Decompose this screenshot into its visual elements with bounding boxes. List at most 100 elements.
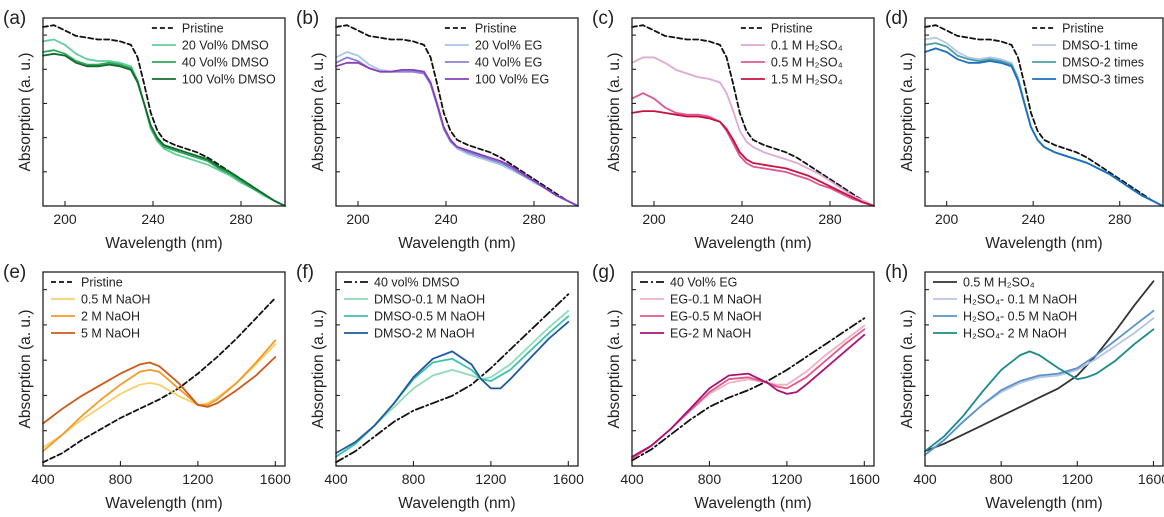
legend-label: 20 Vol% DMSO — [182, 39, 269, 53]
x-axis-title: Wavelength (nm) — [105, 235, 222, 252]
legend-label: DMSO-0.5 M NaOH — [374, 310, 485, 324]
x-tick-label: 1200 — [475, 471, 506, 487]
series-line-4 — [335, 320, 570, 455]
x-tick-label: 400 — [620, 471, 644, 487]
legend-label: 40 vol% DMSO — [374, 276, 460, 290]
panel-label: (d) — [885, 8, 908, 29]
x-axis-title: Wavelength (nm) — [398, 495, 515, 512]
legend-label: H₂SO₄- 0.1 M NaOH — [963, 293, 1077, 307]
panel-label: (e) — [3, 262, 26, 283]
legend-label: Pristine — [182, 22, 224, 36]
x-tick-label: 400 — [913, 471, 937, 487]
plot-frame — [335, 271, 579, 467]
panel-label: (a) — [3, 8, 26, 29]
legend-label: 1.5 M H₂SO₄ — [771, 73, 843, 87]
legend-label: EG-0.5 M NaOH — [670, 310, 762, 324]
series-line-1 — [335, 293, 570, 464]
legend-label: Pristine — [771, 22, 813, 36]
legend-label: 0.1 M H₂SO₄ — [771, 39, 843, 53]
y-axis-title: Absorption (a. u.) — [899, 53, 916, 172]
x-tick-label: 1600 — [1138, 471, 1164, 487]
x-tick-label: 200 — [642, 211, 666, 227]
y-axis-title: Absorption (a. u.) — [17, 310, 34, 429]
x-tick-label: 400 — [324, 471, 348, 487]
panel-label: (g) — [592, 262, 615, 283]
series-line-1 — [631, 24, 875, 207]
series-line-3 — [42, 339, 277, 453]
series-line-2 — [42, 343, 277, 449]
legend-label: H₂SO₄- 0.5 M NaOH — [963, 310, 1077, 324]
series-line-1 — [924, 24, 1164, 207]
plot-frame — [631, 271, 875, 467]
panel-a: (a) 200 240 280 Wavelength (nm) Absorption (a… — [3, 8, 286, 252]
x-tick-label: 1200 — [182, 471, 213, 487]
series-line-1 — [335, 24, 579, 207]
y-axis-title: Absorption (a. u.) — [310, 53, 327, 172]
series-line-3 — [631, 328, 866, 460]
panel-f: (f) 400 800 1200 1600 Wavelength (nm) Absorpti… — [296, 262, 584, 512]
x-tick-label: 240 — [730, 211, 754, 227]
x-tick-label: 280 — [1108, 211, 1132, 227]
legend-label: DMSO-1 time — [1062, 39, 1138, 53]
plot-frame — [42, 271, 286, 467]
series-line-1 — [924, 280, 1155, 453]
legend-label: H₂SO₄- 2 M NaOH — [963, 327, 1067, 341]
y-axis-title: Absorption (a. u.) — [310, 310, 327, 429]
x-tick-label: 1600 — [849, 471, 880, 487]
panel-label: (c) — [592, 8, 614, 29]
x-tick-label: 280 — [229, 211, 253, 227]
x-tick-label: 200 — [346, 211, 370, 227]
series-line-4 — [631, 110, 875, 207]
x-tick-label: 400 — [31, 471, 55, 487]
y-axis-title: Absorption (a. u.) — [17, 53, 34, 172]
x-tick-label: 240 — [434, 211, 458, 227]
y-axis-title: Absorption (a. u.) — [606, 310, 623, 429]
legend-label: DMSO-2 times — [1062, 56, 1144, 70]
x-tick-label: 240 — [1022, 211, 1046, 227]
legend-label: Pristine — [81, 276, 123, 290]
panel-d: (d) 200 240 280 Wavelength (nm) Absorption (a… — [885, 8, 1164, 252]
x-axis-title: Wavelength (nm) — [985, 235, 1102, 252]
legend-label: DMSO-0.1 M NaOH — [374, 293, 485, 307]
panel-label: (h) — [885, 262, 908, 283]
legend-label: 0.5 M NaOH — [81, 293, 150, 307]
panel-h: (h) 400 800 1200 1600 Wavelength (nm) Absorpti… — [885, 262, 1164, 512]
plot-frame — [924, 17, 1164, 207]
x-tick-label: 200 — [53, 211, 77, 227]
x-tick-label: 800 — [109, 471, 133, 487]
legend-label: 100 Vol% DMSO — [182, 73, 276, 87]
series-line-3 — [631, 92, 875, 207]
series-line-4 — [631, 333, 866, 458]
x-tick-label: 200 — [935, 211, 959, 227]
y-axis-title: Absorption (a. u.) — [899, 310, 916, 429]
legend-label: DMSO-3 times — [1062, 73, 1144, 87]
y-axis-title: Absorption (a. u.) — [606, 53, 623, 172]
panel-g: (g) 400 800 1200 1600 Wavelength (nm) Absorpti… — [592, 262, 880, 512]
series-line-4 — [42, 52, 286, 207]
x-tick-label: 280 — [522, 211, 546, 227]
legend-label: 20 Vol% EG — [475, 39, 542, 53]
legend-label: Pristine — [475, 22, 517, 36]
plot-frame — [924, 271, 1164, 467]
legend-label: 40 Vol% EG — [670, 276, 737, 290]
legend-label: EG-2 M NaOH — [670, 327, 751, 341]
legend-label: 0.5 M H₂SO₄ — [963, 276, 1035, 290]
series-line-1 — [42, 296, 277, 464]
x-tick-label: 240 — [141, 211, 165, 227]
legend-label: 0.5 M H₂SO₄ — [771, 56, 843, 70]
x-tick-label: 1200 — [1062, 471, 1093, 487]
legend-label: 40 Vol% DMSO — [182, 56, 269, 70]
legend-label: Pristine — [1062, 22, 1104, 36]
series-line-2 — [631, 324, 866, 460]
plot-frame — [42, 17, 286, 207]
legend-label: 5 M NaOH — [81, 327, 140, 341]
x-tick-label: 800 — [402, 471, 426, 487]
plot-frame — [335, 17, 579, 207]
x-axis-title: Wavelength (nm) — [398, 235, 515, 252]
legend-label: DMSO-2 M NaOH — [374, 327, 475, 341]
panel-e: (e) 400 800 1200 1600 Wavelength (nm) Absorpti… — [3, 262, 291, 512]
legend-label: 40 Vol% EG — [475, 56, 542, 70]
x-tick-label: 280 — [818, 211, 842, 227]
series-line-3 — [924, 309, 1155, 456]
series-line-2 — [42, 38, 286, 207]
